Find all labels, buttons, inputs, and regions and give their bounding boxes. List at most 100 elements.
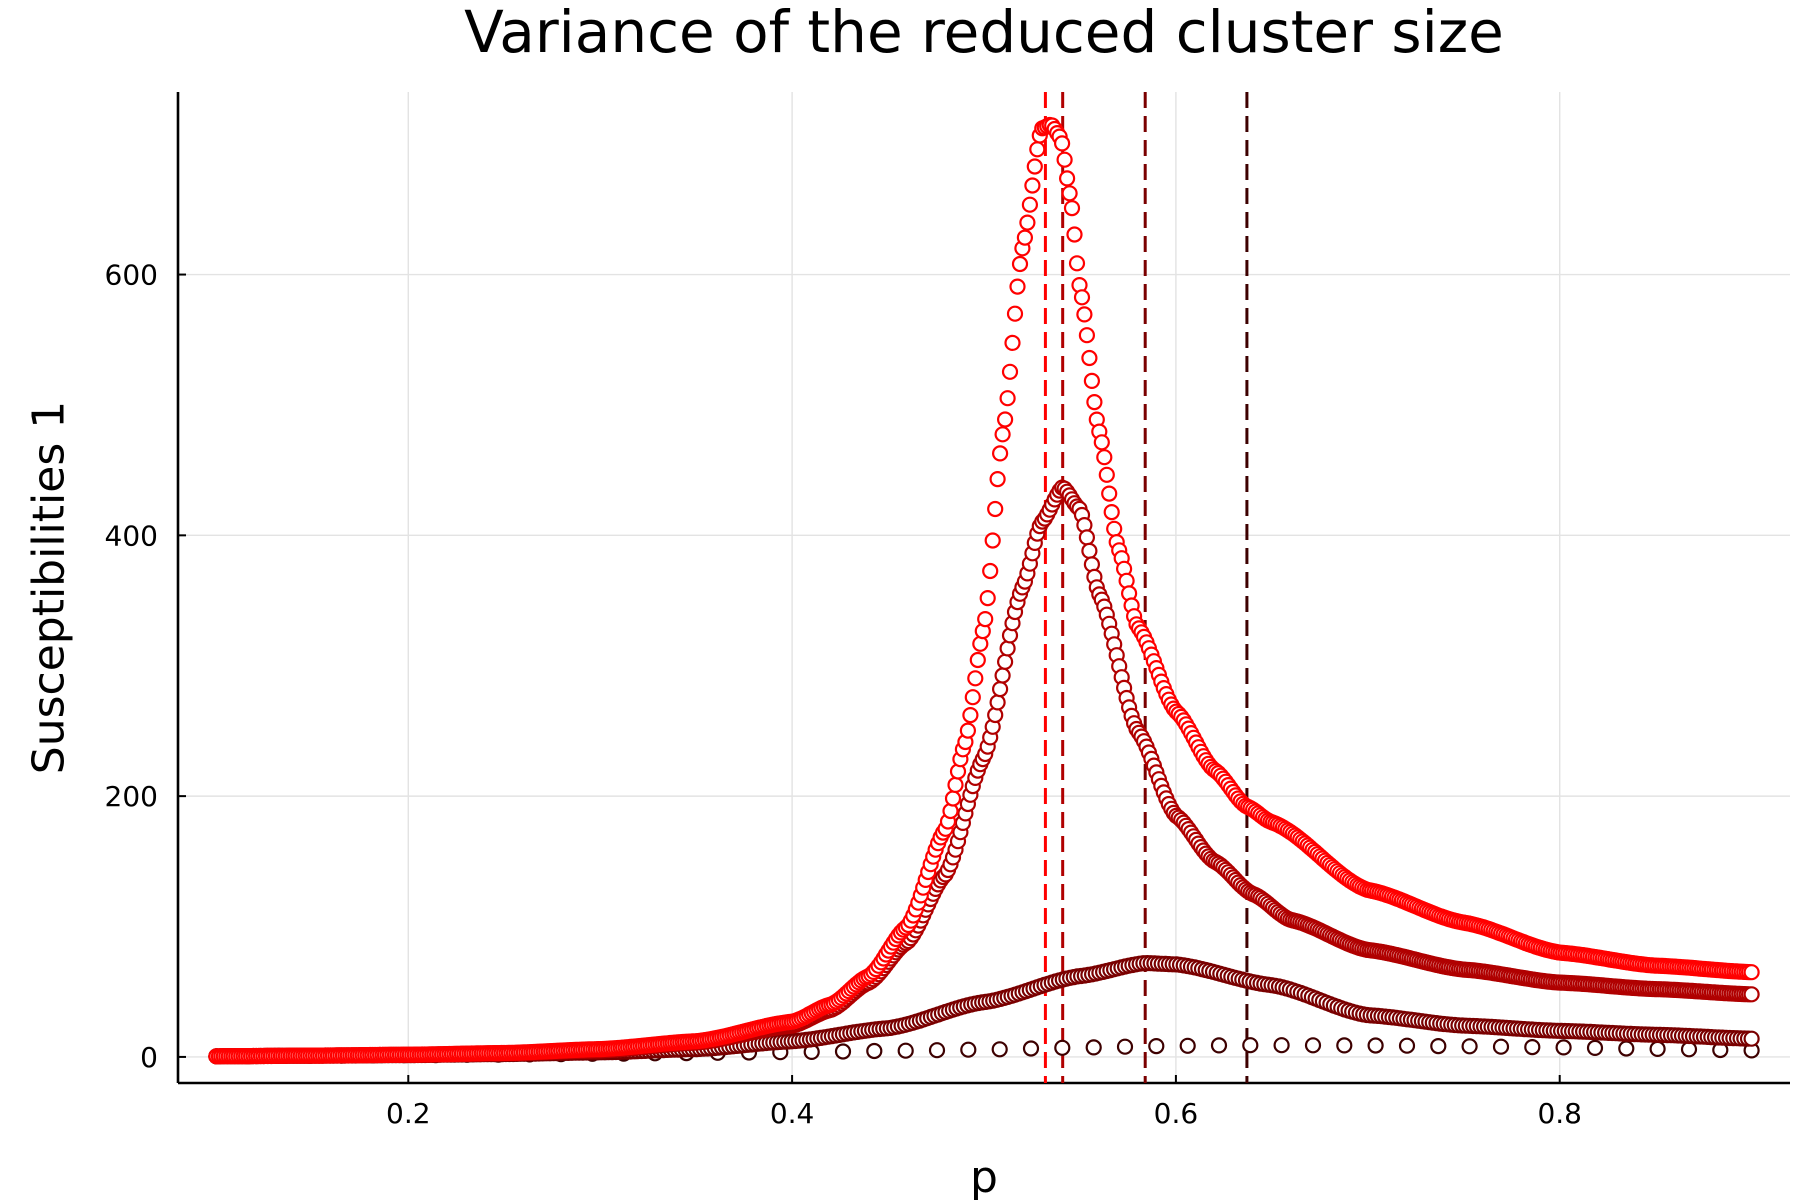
data-point bbox=[1098, 466, 1115, 483]
data-point bbox=[1073, 289, 1091, 306]
data-point bbox=[1063, 200, 1081, 217]
data-point bbox=[1649, 1040, 1666, 1058]
data-point bbox=[989, 694, 1006, 711]
series-4 bbox=[208, 116, 1760, 1065]
data-point bbox=[1430, 1037, 1447, 1055]
data-point bbox=[1076, 306, 1093, 323]
data-point bbox=[1148, 1037, 1165, 1055]
ticks: 0.2 0.4 0.6 0.8 0 200 400 600 bbox=[105, 259, 1582, 1130]
x-tick-label: 0.8 bbox=[1537, 1097, 1582, 1130]
data-point bbox=[1026, 158, 1043, 175]
data-point bbox=[1680, 1041, 1698, 1058]
data-point bbox=[1011, 255, 1029, 273]
data-point bbox=[967, 670, 984, 687]
y-tick-label: 200 bbox=[105, 780, 158, 813]
data-point bbox=[987, 500, 1004, 518]
data-point bbox=[996, 411, 1014, 428]
data-point bbox=[994, 667, 1011, 684]
data-point bbox=[1058, 170, 1076, 187]
data-point bbox=[928, 1042, 946, 1059]
data-point bbox=[1083, 372, 1101, 389]
data-point bbox=[960, 1041, 977, 1058]
data-point bbox=[1336, 1037, 1353, 1054]
data-point bbox=[1009, 278, 1026, 295]
data-point bbox=[1398, 1037, 1416, 1054]
data-point bbox=[1555, 1039, 1572, 1056]
x-tick-label: 0.6 bbox=[1154, 1097, 1199, 1130]
data-point bbox=[1029, 141, 1046, 158]
data-point bbox=[1066, 226, 1083, 243]
data-point bbox=[1273, 1037, 1290, 1054]
data-point bbox=[897, 1042, 914, 1059]
data-point bbox=[1021, 196, 1039, 213]
data-point bbox=[962, 706, 979, 724]
data-point bbox=[996, 653, 1014, 670]
data-point bbox=[1242, 1037, 1259, 1054]
data-point bbox=[1743, 986, 1760, 1003]
data-point bbox=[991, 680, 1009, 698]
data-point bbox=[1054, 1039, 1071, 1056]
data-point bbox=[1078, 529, 1096, 546]
data-point bbox=[1081, 542, 1098, 560]
y-tick-label: 600 bbox=[105, 259, 158, 292]
y-tick-label: 400 bbox=[105, 519, 158, 552]
data-point bbox=[1179, 1037, 1196, 1054]
x-tick-label: 0.4 bbox=[770, 1097, 815, 1130]
data-point bbox=[964, 689, 981, 706]
data-point bbox=[944, 790, 962, 807]
data-point bbox=[991, 1041, 1008, 1058]
data-point bbox=[1016, 229, 1034, 246]
data-point bbox=[1524, 1038, 1541, 1056]
data-point bbox=[1743, 964, 1760, 981]
data-point bbox=[1618, 1040, 1635, 1057]
data-point bbox=[947, 776, 964, 794]
chart-title: Variance of the reduced cluster size bbox=[464, 0, 1504, 66]
data-point bbox=[1103, 503, 1120, 521]
y-axis-title: Susceptibilities 1 bbox=[23, 401, 74, 774]
data-point bbox=[969, 651, 986, 669]
data-point bbox=[1367, 1037, 1384, 1054]
data-point bbox=[1086, 394, 1103, 411]
data-point bbox=[1061, 185, 1078, 202]
data-point bbox=[1085, 1039, 1102, 1056]
data-point bbox=[1461, 1038, 1478, 1055]
data-point bbox=[984, 532, 1001, 549]
x-axis-title: p bbox=[970, 1152, 998, 1200]
data-point bbox=[1743, 1030, 1760, 1047]
data-point bbox=[1001, 363, 1019, 380]
data-point bbox=[1492, 1038, 1510, 1055]
axes bbox=[176, 92, 1790, 1085]
data-point bbox=[979, 589, 996, 607]
data-point bbox=[1004, 334, 1021, 351]
y-tick-label: 0 bbox=[140, 1041, 158, 1074]
grid bbox=[178, 92, 1790, 1083]
data-point bbox=[959, 722, 977, 739]
data-point bbox=[972, 635, 989, 652]
data-point bbox=[1106, 520, 1123, 537]
data-series bbox=[208, 116, 1760, 1065]
data-point bbox=[989, 471, 1006, 488]
data-point bbox=[1022, 1040, 1040, 1057]
data-point bbox=[1304, 1037, 1322, 1054]
data-point bbox=[1101, 485, 1118, 502]
data-point bbox=[1006, 305, 1024, 322]
data-point bbox=[1053, 135, 1071, 152]
data-point bbox=[1078, 327, 1096, 344]
x-tick-label: 0.2 bbox=[386, 1097, 431, 1130]
data-point bbox=[999, 390, 1016, 407]
data-point bbox=[1586, 1039, 1604, 1057]
data-point bbox=[1210, 1037, 1228, 1054]
data-point bbox=[866, 1042, 883, 1060]
data-point bbox=[1096, 449, 1113, 466]
data-point bbox=[999, 640, 1016, 657]
data-point bbox=[834, 1043, 852, 1060]
data-point bbox=[982, 562, 999, 580]
data-point bbox=[1081, 349, 1098, 367]
data-point bbox=[1024, 177, 1041, 194]
data-point bbox=[1056, 151, 1073, 168]
data-point bbox=[991, 445, 1009, 462]
data-point bbox=[977, 610, 994, 628]
data-point bbox=[1068, 255, 1086, 272]
